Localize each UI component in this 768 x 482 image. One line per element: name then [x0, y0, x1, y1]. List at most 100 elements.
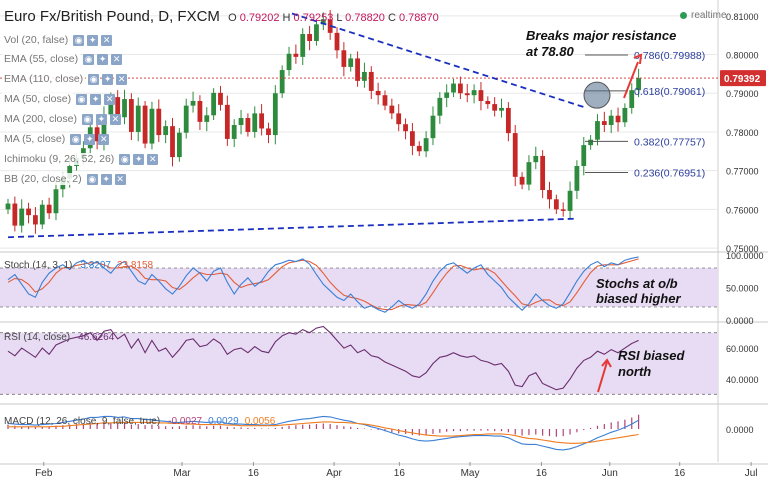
eye-icon[interactable]: ◉ — [76, 93, 88, 105]
overlay-row[interactable]: MA (50, close) ◉ ✦ ✕ — [2, 91, 116, 107]
close-icon[interactable]: ✕ — [114, 173, 126, 185]
eye-icon[interactable]: ◉ — [70, 133, 82, 145]
close-icon[interactable]: ✕ — [104, 93, 116, 105]
candle-body — [149, 108, 155, 144]
candle-body — [300, 34, 306, 57]
candle-body — [122, 99, 127, 118]
candle-body — [259, 113, 265, 129]
stoch-legend: Stoch (14, 3, 1) 3.3207 23.8158 — [4, 260, 154, 271]
candle-body — [601, 121, 607, 125]
candle-body — [108, 97, 114, 115]
overlay-row[interactable]: EMA (110, close) ◉ ✦ ✕ — [2, 71, 128, 87]
high-value: 0.79253 — [293, 12, 334, 24]
settings-icon[interactable]: ✦ — [87, 34, 99, 46]
breakout-arrowhead-icon — [633, 53, 643, 65]
price-tick-label: 0.80000 — [726, 51, 759, 61]
eye-icon[interactable]: ◉ — [81, 113, 93, 125]
x-tick-label: Feb — [35, 468, 53, 479]
macd-tick-label: 0.0000 — [726, 425, 754, 435]
symbol-title[interactable]: Euro Fx/British Pound, D, FXCM — [4, 8, 220, 25]
candle-body — [197, 100, 203, 122]
x-tick-label: Apr — [326, 468, 342, 479]
stoch-d-line — [7, 258, 639, 311]
candle-body — [457, 83, 463, 94]
candle-body — [560, 209, 566, 211]
close-icon[interactable]: ✕ — [101, 34, 113, 46]
candle-body — [636, 78, 642, 91]
fib-level-label: 0.618(0.79061) — [634, 86, 705, 98]
overlay-label: BB (20, close, 2) — [2, 173, 84, 185]
candle-body — [608, 115, 614, 125]
close-icon[interactable]: ✕ — [111, 53, 123, 65]
candle-body — [341, 50, 347, 67]
overlay-row[interactable]: Ichimoku (9, 26, 52, 26) ◉ ✦ ✕ — [2, 151, 159, 167]
candle-body — [629, 90, 635, 108]
candle-body — [403, 124, 408, 132]
candle-body — [622, 107, 628, 123]
settings-icon[interactable]: ✦ — [102, 73, 114, 85]
overlay-label: EMA (110, close) — [2, 73, 86, 85]
settings-icon[interactable]: ✦ — [90, 93, 102, 105]
candle-body — [279, 70, 285, 94]
overlay-row[interactable]: MA (200, close) ◉ ✦ ✕ — [2, 111, 121, 127]
eye-icon[interactable]: ◉ — [86, 173, 98, 185]
candle-body — [33, 215, 38, 225]
rsi-arrowhead-icon — [601, 358, 612, 368]
overlay-label: MA (50, close) — [2, 93, 74, 105]
settings-icon[interactable]: ✦ — [84, 133, 96, 145]
legend-part: 0.0056 — [245, 416, 276, 427]
candle-body — [204, 115, 210, 122]
candle-body — [176, 132, 182, 158]
eye-icon[interactable]: ◉ — [83, 53, 95, 65]
resistance-annotation: Breaks major resistance — [526, 28, 676, 43]
overlay-label: EMA (55, close) — [2, 53, 81, 65]
eye-icon[interactable]: ◉ — [119, 153, 131, 165]
breakout-highlight-circle — [583, 81, 611, 109]
candle-body — [526, 162, 532, 185]
oscillator-tick-label: 60.0000 — [726, 344, 759, 354]
open-label: O — [228, 12, 237, 24]
close-icon[interactable]: ✕ — [98, 133, 110, 145]
oscillator-tick-label: 100.0000 — [726, 251, 764, 261]
low-label: L — [336, 12, 343, 24]
legend-part: 3.3207 — [80, 260, 111, 271]
candle-body — [588, 139, 594, 146]
realtime-label: realtime — [691, 10, 727, 21]
candle-body — [416, 145, 422, 152]
ohlc-readout: O 0.79202 H 0.79253 L 0.78820 C 0.78870 — [228, 12, 439, 24]
candle-body — [334, 32, 340, 51]
overlay-label: MA (200, close) — [2, 113, 79, 125]
settings-icon[interactable]: ✦ — [95, 113, 107, 125]
overlay-row[interactable]: Vol (20, false) ◉ ✦ ✕ — [2, 32, 113, 48]
stoch-annotation: Stochs at o/b — [596, 276, 678, 291]
candle-body — [46, 204, 52, 214]
macd-line — [7, 415, 639, 451]
candle-body — [423, 138, 429, 152]
settings-icon[interactable]: ✦ — [97, 53, 109, 65]
candle-body — [101, 114, 107, 142]
overlay-row[interactable]: BB (20, close, 2) ◉ ✦ ✕ — [2, 171, 126, 187]
breakout-arrow-icon — [623, 61, 639, 99]
rsi-legend: RSI (14, close) 46.6264 — [4, 332, 115, 343]
overlay-row[interactable]: EMA (55, close) ◉ ✦ ✕ — [2, 51, 123, 67]
candle-body — [163, 126, 169, 136]
candle-body — [595, 121, 600, 140]
macd-signal-line — [8, 421, 639, 444]
price-tick-label: 0.77000 — [726, 167, 759, 177]
settings-icon[interactable]: ✦ — [133, 153, 145, 165]
close-icon[interactable]: ✕ — [116, 73, 128, 85]
trendline — [291, 12, 587, 109]
stoch-annotation: biased higher — [596, 291, 681, 306]
close-icon[interactable]: ✕ — [109, 113, 121, 125]
candle-body — [190, 100, 196, 106]
close-icon[interactable]: ✕ — [147, 153, 159, 165]
eye-icon[interactable]: ◉ — [73, 34, 85, 46]
overlay-row[interactable]: MA (5, close) ◉ ✦ ✕ — [2, 131, 110, 147]
candle-body — [314, 24, 319, 41]
price-tick-label: 0.81000 — [726, 12, 759, 22]
stoch-k-line — [7, 256, 639, 313]
eye-icon[interactable]: ◉ — [88, 73, 100, 85]
candle-body — [183, 105, 189, 133]
settings-icon[interactable]: ✦ — [100, 173, 112, 185]
oscillator-tick-label: 50.0000 — [726, 284, 759, 294]
